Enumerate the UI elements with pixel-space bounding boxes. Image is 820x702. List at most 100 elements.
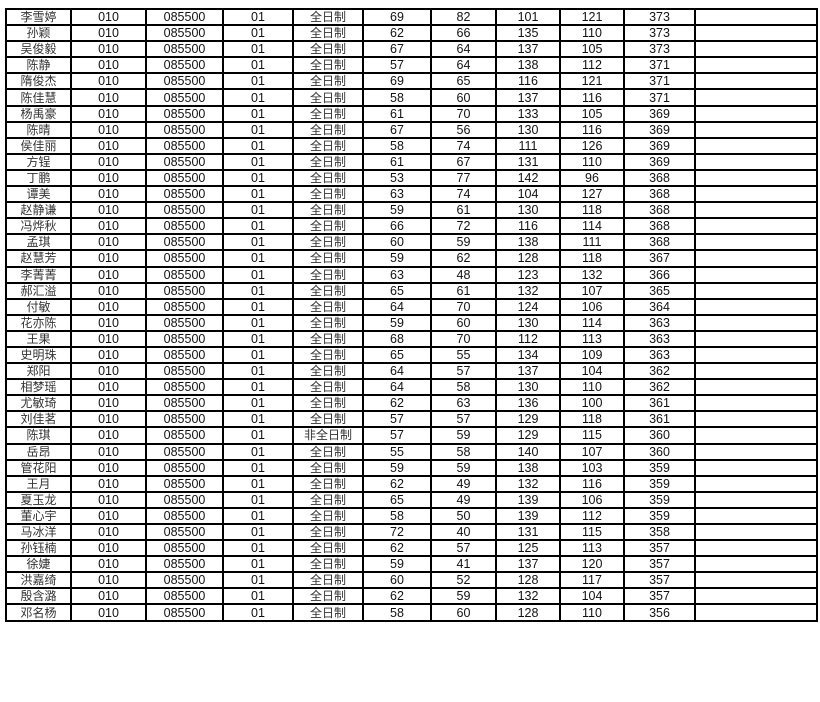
cell-name: 冯烨秋 xyxy=(5,217,72,236)
cell-major-code: 085500 xyxy=(145,72,224,91)
cell-type: 全日制 xyxy=(292,410,364,429)
cell-subject1: 132 xyxy=(495,474,561,493)
table-row: 邓名杨 010 085500 01 全日制 58 60 128 110 356 xyxy=(5,603,818,622)
cell-politics: 66 xyxy=(362,217,432,236)
cell-remark xyxy=(694,136,818,155)
cell-english: 77 xyxy=(430,168,497,188)
cell-subject1: 130 xyxy=(495,201,561,220)
cell-subject2: 106 xyxy=(559,297,625,316)
cell-direction: 01 xyxy=(222,185,294,204)
cell-subject1: 131 xyxy=(495,522,561,542)
cell-direction: 01 xyxy=(222,458,294,477)
table-row: 陈琪 010 085500 01 非全日制 57 59 129 115 360 xyxy=(5,426,818,445)
cell-total: 369 xyxy=(623,136,696,155)
cell-type: 全日制 xyxy=(292,458,364,477)
cell-subject1: 125 xyxy=(495,539,561,558)
cell-name: 孙颖 xyxy=(5,24,72,43)
cell-remark xyxy=(694,603,818,622)
cell-total: 368 xyxy=(623,185,696,204)
cell-direction: 01 xyxy=(222,297,294,316)
cell-direction: 01 xyxy=(222,104,294,123)
cell-major-code: 085500 xyxy=(145,265,224,284)
cell-type: 全日制 xyxy=(292,88,364,107)
cell-major-code: 085500 xyxy=(145,522,224,542)
cell-subject2: 105 xyxy=(559,40,625,59)
cell-type: 全日制 xyxy=(292,249,364,268)
cell-remark xyxy=(694,313,818,332)
cell-total: 362 xyxy=(623,378,696,397)
cell-english: 59 xyxy=(430,233,497,252)
cell-direction: 01 xyxy=(222,24,294,43)
cell-subject2: 104 xyxy=(559,362,625,381)
cell-name: 徐婕 xyxy=(5,555,72,574)
cell-direction: 01 xyxy=(222,522,294,542)
cell-subject2: 120 xyxy=(559,555,625,574)
cell-dept-code: 010 xyxy=(70,88,147,107)
cell-name: 丁鹏 xyxy=(5,168,72,188)
cell-subject1: 138 xyxy=(495,458,561,477)
cell-english: 62 xyxy=(430,249,497,268)
cell-subject1: 129 xyxy=(495,426,561,445)
cell-direction: 01 xyxy=(222,40,294,59)
cell-total: 371 xyxy=(623,88,696,107)
cell-english: 72 xyxy=(430,217,497,236)
cell-subject1: 123 xyxy=(495,265,561,284)
cell-subject1: 128 xyxy=(495,571,561,590)
cell-subject1: 131 xyxy=(495,152,561,171)
cell-politics: 59 xyxy=(362,458,432,477)
cell-politics: 64 xyxy=(362,362,432,381)
cell-english: 49 xyxy=(430,474,497,493)
cell-name: 隋俊杰 xyxy=(5,72,72,91)
table-row: 隋俊杰 010 085500 01 全日制 69 65 116 121 371 xyxy=(5,72,818,91)
cell-major-code: 085500 xyxy=(145,458,224,477)
cell-total: 368 xyxy=(623,217,696,236)
cell-direction: 01 xyxy=(222,217,294,236)
table-row: 孙颖 010 085500 01 全日制 62 66 135 110 373 xyxy=(5,24,818,43)
cell-subject2: 103 xyxy=(559,458,625,477)
cell-subject1: 136 xyxy=(495,394,561,413)
cell-major-code: 085500 xyxy=(145,345,224,365)
table-row: 花亦陈 010 085500 01 全日制 59 60 130 114 363 xyxy=(5,313,818,332)
cell-dept-code: 010 xyxy=(70,281,147,300)
cell-total: 357 xyxy=(623,539,696,558)
cell-subject1: 116 xyxy=(495,72,561,91)
table-row: 郑阳 010 085500 01 全日制 64 57 137 104 362 xyxy=(5,362,818,381)
cell-direction: 01 xyxy=(222,345,294,365)
cell-subject1: 140 xyxy=(495,442,561,461)
cell-english: 48 xyxy=(430,265,497,284)
cell-subject2: 117 xyxy=(559,571,625,590)
cell-english: 60 xyxy=(430,88,497,107)
cell-dept-code: 010 xyxy=(70,217,147,236)
cell-total: 357 xyxy=(623,555,696,574)
cell-subject2: 113 xyxy=(559,539,625,558)
cell-major-code: 085500 xyxy=(145,88,224,107)
cell-total: 369 xyxy=(623,152,696,171)
cell-remark xyxy=(694,265,818,284)
cell-english: 57 xyxy=(430,362,497,381)
cell-major-code: 085500 xyxy=(145,329,224,348)
cell-dept-code: 010 xyxy=(70,24,147,43)
cell-type: 全日制 xyxy=(292,362,364,381)
cell-subject2: 116 xyxy=(559,120,625,139)
cell-major-code: 085500 xyxy=(145,217,224,236)
cell-subject1: 101 xyxy=(495,7,561,27)
cell-direction: 01 xyxy=(222,313,294,332)
cell-remark xyxy=(694,458,818,477)
cell-subject1: 137 xyxy=(495,555,561,574)
cell-english: 64 xyxy=(430,56,497,75)
cell-subject1: 129 xyxy=(495,410,561,429)
cell-dept-code: 010 xyxy=(70,120,147,139)
cell-dept-code: 010 xyxy=(70,394,147,413)
cell-english: 49 xyxy=(430,490,497,509)
cell-english: 60 xyxy=(430,603,497,622)
cell-dept-code: 010 xyxy=(70,297,147,316)
cell-remark xyxy=(694,233,818,252)
cell-politics: 63 xyxy=(362,185,432,204)
cell-direction: 01 xyxy=(222,249,294,268)
cell-major-code: 085500 xyxy=(145,297,224,316)
cell-remark xyxy=(694,426,818,445)
cell-name: 陈佳慧 xyxy=(5,88,72,107)
cell-total: 373 xyxy=(623,40,696,59)
cell-direction: 01 xyxy=(222,571,294,590)
cell-subject2: 96 xyxy=(559,168,625,188)
